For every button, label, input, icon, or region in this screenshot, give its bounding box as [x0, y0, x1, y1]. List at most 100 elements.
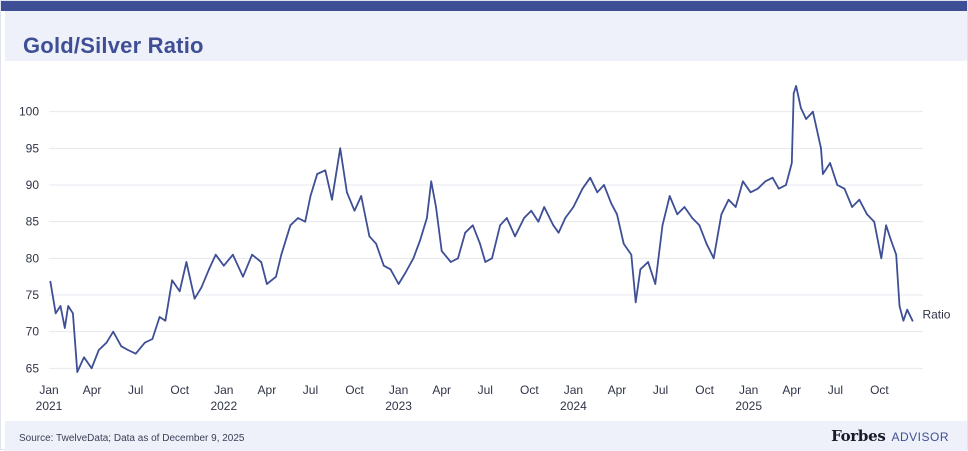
data-point — [630, 253, 633, 256]
data-point — [479, 242, 481, 245]
x-tick-label: Oct — [170, 383, 189, 397]
data-point — [800, 107, 802, 109]
series-end-label: Ratio — [922, 308, 950, 322]
data-point — [59, 305, 62, 307]
data-point — [866, 213, 868, 216]
data-point — [353, 209, 356, 212]
data-point — [668, 195, 671, 197]
data-point — [289, 224, 292, 227]
x-tick-label: Apr — [432, 383, 451, 397]
data-point — [134, 352, 137, 355]
data-point — [771, 176, 774, 179]
data-point — [67, 305, 69, 307]
data-point — [895, 253, 897, 256]
data-point — [200, 286, 203, 289]
data-point — [112, 330, 114, 333]
data-point — [464, 231, 466, 234]
data-point — [404, 272, 407, 274]
data-point — [778, 187, 780, 190]
data-point — [639, 268, 642, 271]
data-point — [654, 283, 657, 285]
data-point — [316, 173, 318, 175]
data-point — [683, 206, 686, 208]
y-tick-label: 75 — [26, 288, 40, 302]
data-point — [193, 297, 196, 300]
y-tick-label: 85 — [26, 215, 40, 229]
x-tick-label: Jan — [739, 383, 758, 397]
data-point — [589, 176, 591, 179]
data-point — [742, 180, 744, 183]
x-tick-label: Jul — [653, 383, 668, 397]
data-point — [843, 187, 846, 190]
x-tick-label: Oct — [695, 383, 714, 397]
data-point — [324, 169, 327, 172]
data-point — [705, 242, 708, 245]
data-point — [484, 261, 487, 263]
data-point — [676, 213, 679, 216]
data-point — [223, 264, 225, 267]
data-point — [890, 239, 892, 241]
data-point — [266, 283, 268, 285]
data-point — [596, 191, 599, 194]
data-point — [331, 198, 333, 201]
x-tick-label: Apr — [83, 383, 102, 397]
data-point — [64, 327, 66, 329]
x-tick-label: Jan — [39, 383, 58, 397]
accent-bar — [1, 1, 967, 11]
data-point — [557, 231, 560, 234]
data-point — [506, 217, 508, 219]
data-point — [764, 180, 767, 183]
data-point — [851, 206, 853, 208]
x-tick-year: 2024 — [560, 399, 587, 413]
y-axis-ticks: 65 70 75 80 85 90 95 100 — [19, 105, 39, 376]
data-point — [858, 198, 861, 201]
data-point — [661, 224, 664, 227]
x-tick-label: Apr — [608, 383, 627, 397]
data-point — [634, 301, 637, 304]
data-point — [412, 257, 415, 260]
y-tick-label: 70 — [26, 325, 40, 339]
data-point — [616, 213, 618, 216]
x-tick-label: Apr — [258, 383, 277, 397]
data-point — [472, 224, 474, 227]
data-point — [275, 275, 277, 278]
data-point — [581, 187, 584, 190]
data-point — [622, 242, 625, 245]
data-point — [785, 184, 787, 186]
data-point — [499, 224, 501, 227]
data-point — [523, 217, 525, 219]
data-point — [346, 191, 348, 194]
data-point — [450, 261, 452, 263]
y-tick-label: 100 — [19, 105, 39, 119]
chart-footer: Source: TwelveData; Data as of December … — [5, 421, 967, 451]
data-point — [375, 242, 377, 245]
data-point — [214, 253, 217, 256]
data-point — [898, 305, 901, 307]
data-point — [829, 162, 831, 164]
chart-title: Gold/Silver Ratio — [23, 33, 204, 58]
data-point — [164, 319, 167, 322]
data-point — [426, 217, 428, 219]
data-point — [208, 268, 210, 271]
x-tick-label: Jul — [478, 383, 493, 397]
data-point — [397, 283, 400, 285]
series-line-0 — [49, 85, 914, 373]
data-point — [297, 217, 299, 219]
data-point — [610, 202, 613, 205]
x-tick-label: Oct — [870, 383, 889, 397]
x-tick-year: 2025 — [735, 399, 762, 413]
x-tick-label: Jul — [828, 383, 843, 397]
data-point — [382, 264, 385, 267]
data-point — [836, 184, 839, 186]
brand-subtitle: ADVISOR — [891, 430, 949, 444]
data-point — [795, 85, 797, 87]
data-point — [260, 261, 262, 263]
source-note: Source: TwelveData; Data as of December … — [19, 433, 245, 444]
x-tick-year: 2021 — [36, 399, 63, 413]
data-point — [251, 253, 253, 256]
x-tick-label: Jan — [389, 383, 408, 397]
data-point — [902, 319, 905, 322]
data-point — [792, 92, 795, 95]
x-tick-year: 2022 — [210, 399, 237, 413]
data-point — [178, 290, 181, 293]
